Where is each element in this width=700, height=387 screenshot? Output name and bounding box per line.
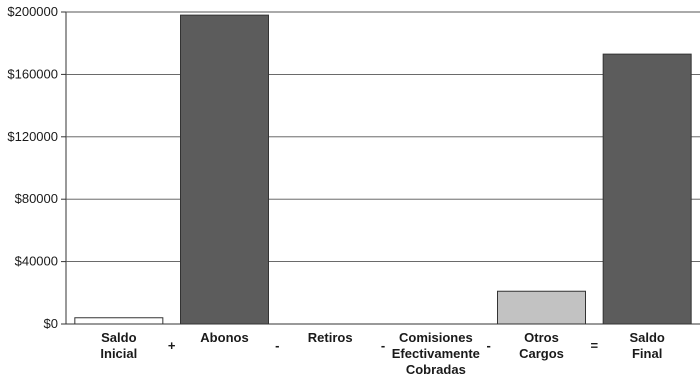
- x-label-saldo-final: Saldo Final: [629, 330, 664, 361]
- operator-4: -: [486, 338, 490, 353]
- y-tick-label-5: $200000: [7, 4, 58, 19]
- x-label-comisiones: Comisiones Efectivamente Cobradas: [392, 330, 480, 377]
- operator-3: -: [381, 338, 385, 353]
- x-label-otros-cargos: Otros Cargos: [519, 330, 564, 361]
- y-tick-label-0: $0: [44, 316, 58, 331]
- operator-1: +: [168, 338, 176, 353]
- y-tick-label-3: $120000: [7, 129, 58, 144]
- operator-2: -: [275, 338, 279, 353]
- x-label-retiros: Retiros: [308, 330, 353, 345]
- bar-abonos: [180, 14, 269, 325]
- bar-saldo-final: [602, 53, 692, 325]
- x-label-abonos: Abonos: [200, 330, 248, 345]
- y-tick-label-1: $40000: [15, 254, 58, 269]
- y-tick-label-4: $160000: [7, 66, 58, 81]
- y-tick-label-2: $80000: [15, 191, 58, 206]
- operator-5: =: [591, 338, 599, 353]
- bar-otros-cargos: [497, 290, 586, 325]
- bar-saldo-inicial: [74, 317, 164, 325]
- x-label-saldo-inicial: Saldo Inicial: [100, 330, 137, 361]
